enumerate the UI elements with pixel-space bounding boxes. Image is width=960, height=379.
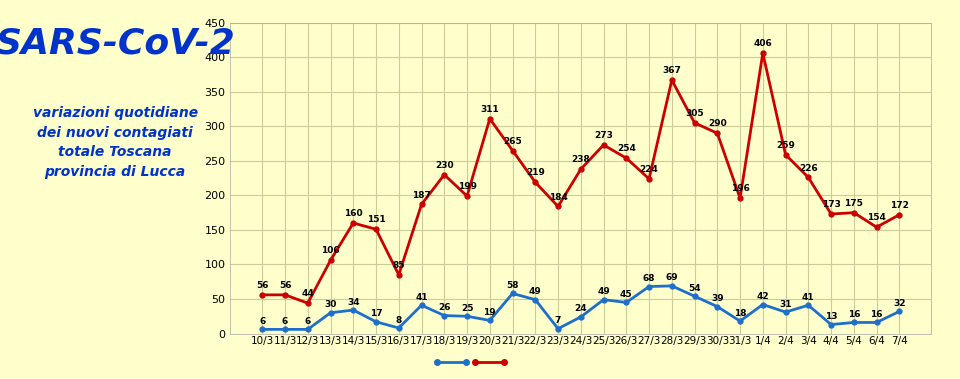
Text: 224: 224 [639,165,659,174]
Text: 19: 19 [484,308,496,317]
Text: 173: 173 [822,200,841,209]
Text: 311: 311 [480,105,499,114]
Text: 30: 30 [324,300,337,309]
Text: 49: 49 [529,287,541,296]
Text: 184: 184 [548,193,567,202]
Text: 45: 45 [620,290,633,299]
Text: 230: 230 [435,161,453,170]
Text: 273: 273 [594,131,613,140]
Text: 56: 56 [256,281,269,290]
Text: 85: 85 [393,261,405,270]
Text: 265: 265 [503,137,522,146]
Text: 16: 16 [871,310,883,319]
Text: 290: 290 [708,119,727,128]
Text: 7: 7 [555,316,562,325]
Text: 226: 226 [799,164,818,172]
Text: 259: 259 [776,141,795,150]
Text: SARS-CoV-2: SARS-CoV-2 [0,27,235,61]
Text: 305: 305 [685,109,704,118]
Text: 160: 160 [344,209,363,218]
Text: 41: 41 [416,293,428,302]
Text: 69: 69 [665,273,678,282]
Text: 24: 24 [574,304,588,313]
Text: 106: 106 [322,246,340,255]
Text: 42: 42 [756,292,769,301]
Text: 13: 13 [825,312,837,321]
Text: 367: 367 [662,66,682,75]
Text: 16: 16 [848,310,860,319]
Text: 8: 8 [396,316,402,324]
Text: 49: 49 [597,287,610,296]
Text: 196: 196 [731,184,750,193]
Text: 41: 41 [802,293,815,302]
Text: 238: 238 [571,155,590,164]
Text: 39: 39 [711,294,724,303]
Text: 44: 44 [301,289,314,298]
Text: 172: 172 [890,201,909,210]
Text: 18: 18 [733,309,746,318]
Text: 25: 25 [461,304,473,313]
Text: 151: 151 [367,215,385,224]
Text: 199: 199 [458,182,476,191]
Text: 6: 6 [304,317,311,326]
Text: 26: 26 [438,303,450,312]
Text: 56: 56 [278,281,291,290]
Text: 219: 219 [526,168,544,177]
Text: 34: 34 [347,298,360,307]
Text: 17: 17 [370,309,382,318]
Text: 175: 175 [845,199,863,208]
Text: 406: 406 [754,39,772,48]
Text: 58: 58 [506,281,518,290]
Text: 154: 154 [867,213,886,222]
Text: 68: 68 [643,274,656,283]
Text: variazioni quotidiane
dei nuovi contagiati
totale Toscana
provincia di Lucca: variazioni quotidiane dei nuovi contagia… [33,106,198,179]
Text: 32: 32 [893,299,905,308]
Text: 54: 54 [688,284,701,293]
Text: 31: 31 [780,300,792,309]
Text: 6: 6 [259,317,265,326]
Text: 254: 254 [617,144,636,153]
Text: 6: 6 [282,317,288,326]
Text: 187: 187 [412,191,431,199]
